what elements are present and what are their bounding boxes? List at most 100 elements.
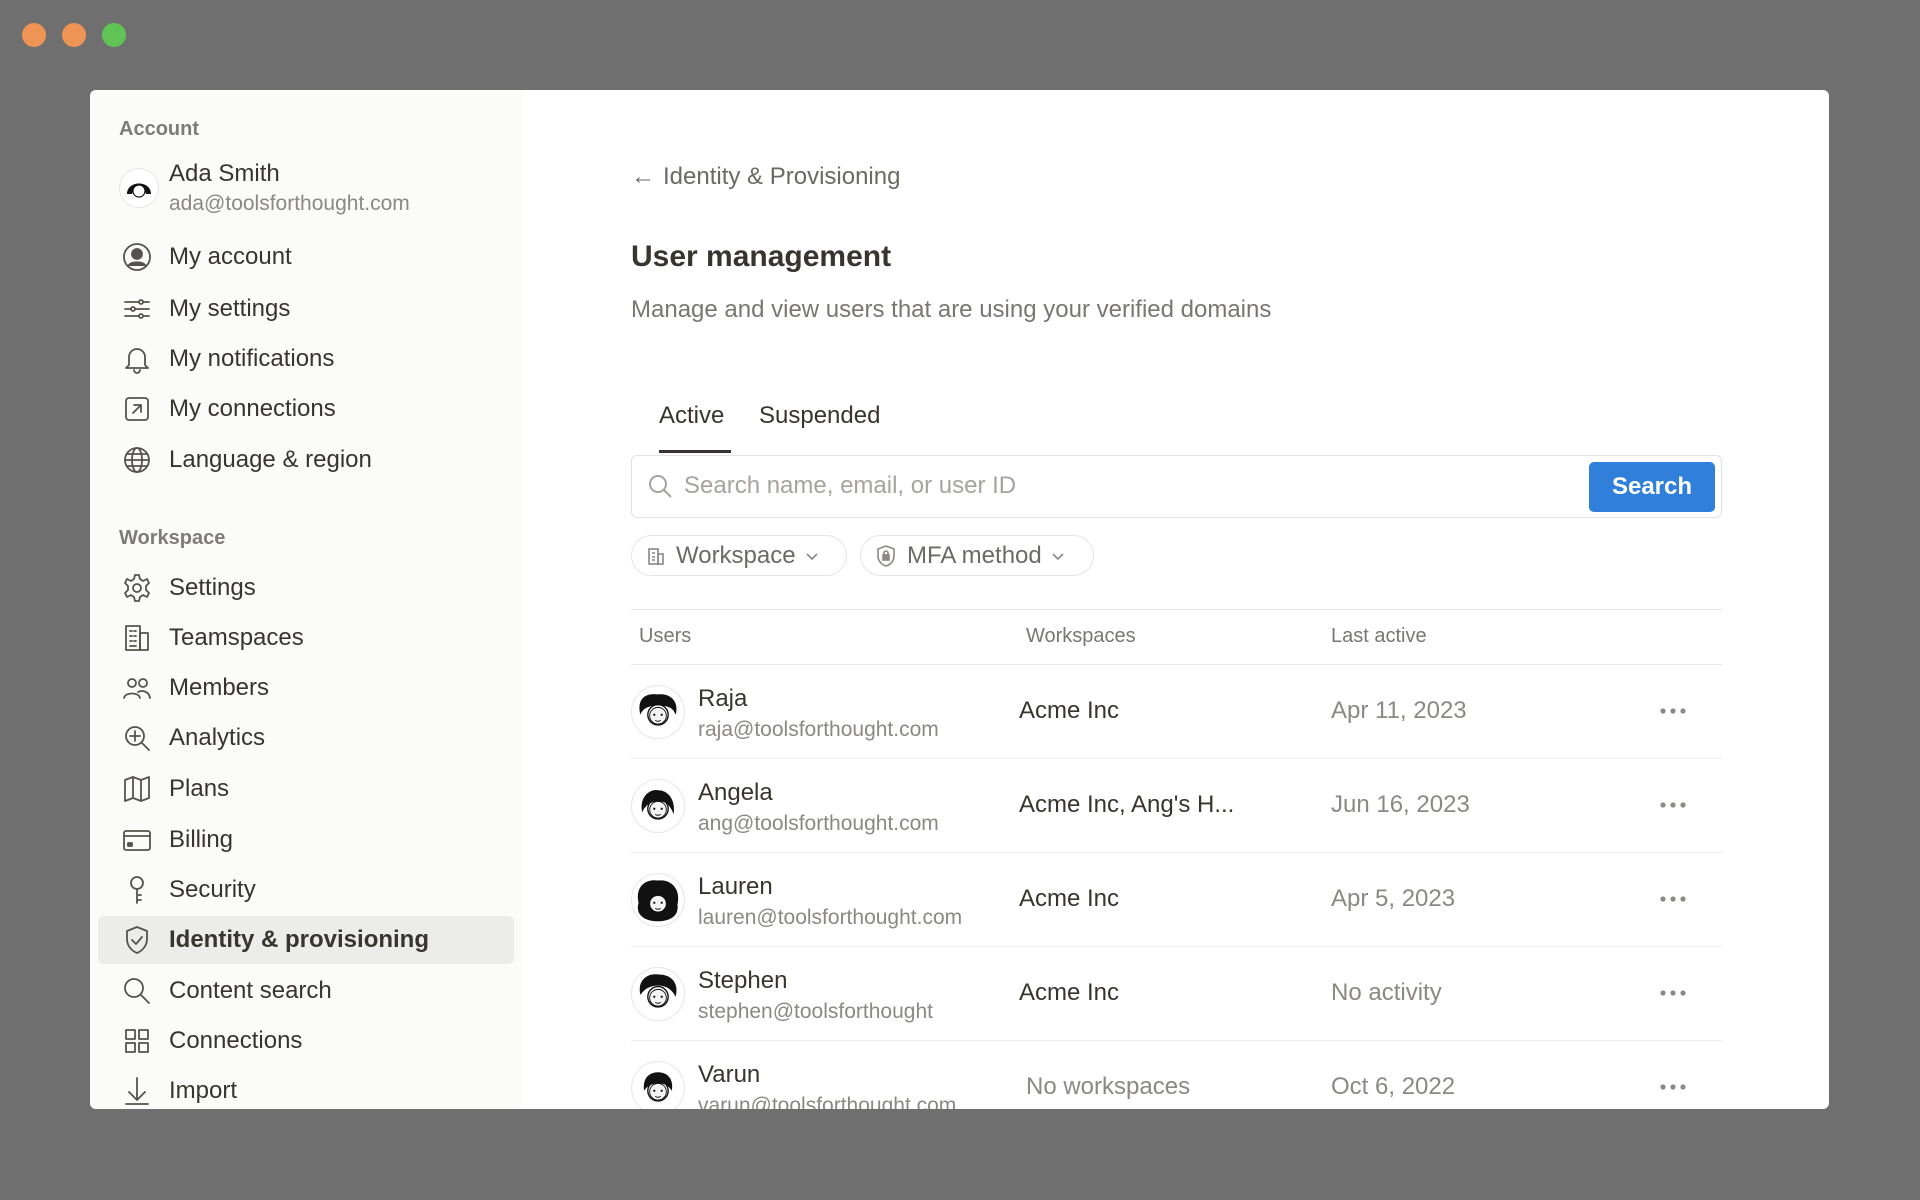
avatar bbox=[631, 685, 685, 739]
table-header: Users Workspaces Last active bbox=[631, 609, 1722, 665]
page-subtitle: Manage and view users that are using you… bbox=[631, 296, 1272, 323]
sidebar-item-label: My account bbox=[169, 243, 292, 270]
download-arrow-icon bbox=[119, 1073, 155, 1109]
tab-active[interactable]: Active bbox=[659, 402, 725, 429]
user-workspaces: Acme Inc bbox=[1019, 979, 1120, 1006]
table-row[interactable]: Stephen stephen@toolsforthought Acme Inc No… bbox=[631, 947, 1722, 1041]
back-link[interactable]: ← Identity & Provisioning bbox=[631, 163, 900, 191]
search-icon bbox=[649, 475, 672, 498]
user-email: raja@toolsforthought.com bbox=[698, 718, 939, 741]
sidebar-item-label: Teamspaces bbox=[169, 624, 304, 651]
table-row[interactable]: Raja raja@toolsforthought.com Acme Inc Apr … bbox=[631, 665, 1722, 759]
minimize-window-button[interactable] bbox=[62, 23, 86, 47]
avatar bbox=[119, 168, 159, 208]
sidebar-item-connections[interactable]: Connections bbox=[98, 1017, 514, 1065]
user-email: ang@toolsforthought.com bbox=[698, 812, 939, 835]
page-title: User management bbox=[631, 240, 892, 273]
sidebar-item-members[interactable]: Members bbox=[98, 664, 514, 712]
sidebar-item-label: Settings bbox=[169, 574, 256, 601]
profile-name: Ada Smith bbox=[169, 160, 280, 187]
sidebar-item-my-connections[interactable]: My connections bbox=[98, 385, 514, 433]
sliders-icon bbox=[119, 291, 155, 327]
sidebar-item-analytics[interactable]: Analytics bbox=[98, 714, 514, 762]
chevron-down-icon bbox=[1052, 552, 1064, 560]
settings-window: Account Ada Smith ada@toolsforthought.co… bbox=[90, 90, 1829, 1109]
sidebar-item-language-region[interactable]: Language & region bbox=[98, 436, 514, 484]
sidebar-item-settings[interactable]: Settings bbox=[98, 564, 514, 612]
user-last-active: Apr 5, 2023 bbox=[1331, 885, 1456, 912]
sidebar-item-content-search[interactable]: Content search bbox=[98, 967, 514, 1015]
column-users: Users bbox=[639, 625, 692, 647]
sidebar-item-my-notifications[interactable]: My notifications bbox=[98, 335, 514, 383]
workspace-filter-label: Workspace bbox=[676, 541, 796, 569]
user-name: Angela bbox=[698, 779, 773, 806]
search-icon bbox=[119, 973, 155, 1009]
shield-lock-icon bbox=[877, 544, 895, 567]
user-workspaces: No workspaces bbox=[1026, 1073, 1191, 1100]
table-row[interactable]: Angela ang@toolsforthought.com Acme Inc, A… bbox=[631, 759, 1722, 853]
user-email: varun@toolsforthought.com bbox=[698, 1094, 957, 1109]
more-horizontal-icon bbox=[1660, 1084, 1686, 1090]
avatar bbox=[631, 1061, 685, 1109]
more-options-button[interactable] bbox=[1653, 973, 1693, 1013]
people-icon bbox=[119, 670, 155, 706]
workspace-filter[interactable]: Workspace bbox=[631, 535, 847, 576]
more-horizontal-icon bbox=[1660, 896, 1686, 902]
user-email: lauren@toolsforthought.com bbox=[698, 906, 963, 929]
workspace-section-label: Workspace bbox=[119, 527, 226, 549]
key-icon bbox=[119, 872, 155, 908]
sidebar-item-label: Billing bbox=[169, 826, 234, 853]
table-row[interactable]: Varun varun@toolsforthought.com No workspa… bbox=[631, 1041, 1722, 1109]
building-icon bbox=[119, 620, 155, 656]
avatar bbox=[631, 779, 685, 833]
more-options-button[interactable] bbox=[1653, 1067, 1693, 1107]
globe-icon bbox=[119, 442, 155, 478]
building-icon bbox=[648, 547, 664, 565]
gear-icon bbox=[119, 570, 155, 606]
sidebar-item-security[interactable]: Security bbox=[98, 866, 514, 914]
grid-icon bbox=[119, 1023, 155, 1059]
mfa-method-filter[interactable]: MFA method bbox=[860, 535, 1094, 576]
user-last-active: Jun 16, 2023 bbox=[1331, 791, 1470, 818]
credit-card-icon bbox=[119, 822, 155, 858]
sidebar-item-my-settings[interactable]: My settings bbox=[98, 285, 514, 333]
user-last-active: Oct 6, 2022 bbox=[1331, 1073, 1456, 1100]
column-last-active: Last active bbox=[1331, 625, 1427, 647]
more-options-button[interactable] bbox=[1653, 691, 1693, 731]
user-last-active: Apr 11, 2023 bbox=[1331, 697, 1467, 724]
sidebar-item-plans[interactable]: Plans bbox=[98, 765, 514, 813]
more-options-button[interactable] bbox=[1653, 879, 1693, 919]
column-workspaces: Workspaces bbox=[1026, 625, 1136, 647]
search-button[interactable]: Search bbox=[1589, 462, 1715, 512]
more-options-button[interactable] bbox=[1653, 785, 1693, 825]
mfa-filter-label: MFA method bbox=[907, 541, 1042, 569]
sidebar-item-identity-provisioning[interactable]: Identity & provisioning bbox=[98, 916, 514, 964]
user-last-active: No activity bbox=[1331, 979, 1442, 1006]
sidebar-item-label: My notifications bbox=[169, 345, 335, 372]
sidebar-item-label: Plans bbox=[169, 775, 230, 802]
sidebar-item-label: My connections bbox=[169, 395, 336, 422]
sidebar-item-my-account[interactable]: My account bbox=[98, 233, 514, 281]
maximize-window-button[interactable] bbox=[102, 23, 126, 47]
table-row[interactable]: Lauren lauren@toolsforthought.com Acme Inc… bbox=[631, 853, 1722, 947]
profile-email: ada@toolsforthought.com bbox=[169, 192, 410, 215]
search-input[interactable] bbox=[684, 464, 1564, 508]
sidebar-item-label: Language & region bbox=[169, 446, 372, 473]
back-label: Identity & Provisioning bbox=[663, 163, 901, 190]
sidebar-item-label: Identity & provisioning bbox=[169, 926, 430, 953]
user-workspaces: Acme Inc bbox=[1019, 697, 1120, 724]
close-window-button[interactable] bbox=[22, 23, 46, 47]
user-name: Raja bbox=[698, 685, 748, 712]
sidebar-item-teamspaces[interactable]: Teamspaces bbox=[98, 614, 514, 662]
sidebar-item-import[interactable]: Import bbox=[98, 1067, 514, 1109]
tab-suspended[interactable]: Suspended bbox=[759, 402, 881, 429]
bell-icon bbox=[119, 341, 155, 377]
sidebar-item-label: Connections bbox=[169, 1027, 303, 1054]
sidebar-item-label: Import bbox=[169, 1077, 238, 1104]
arrow-left-icon: ← bbox=[631, 163, 655, 190]
profile: Ada Smith ada@toolsforthought.com bbox=[119, 160, 410, 216]
main-content: ← Identity & Provisioning User managemen… bbox=[522, 90, 1829, 1109]
search-bar: Search bbox=[631, 455, 1722, 518]
sidebar-item-label: Analytics bbox=[169, 724, 266, 751]
sidebar-item-billing[interactable]: Billing bbox=[98, 816, 514, 864]
